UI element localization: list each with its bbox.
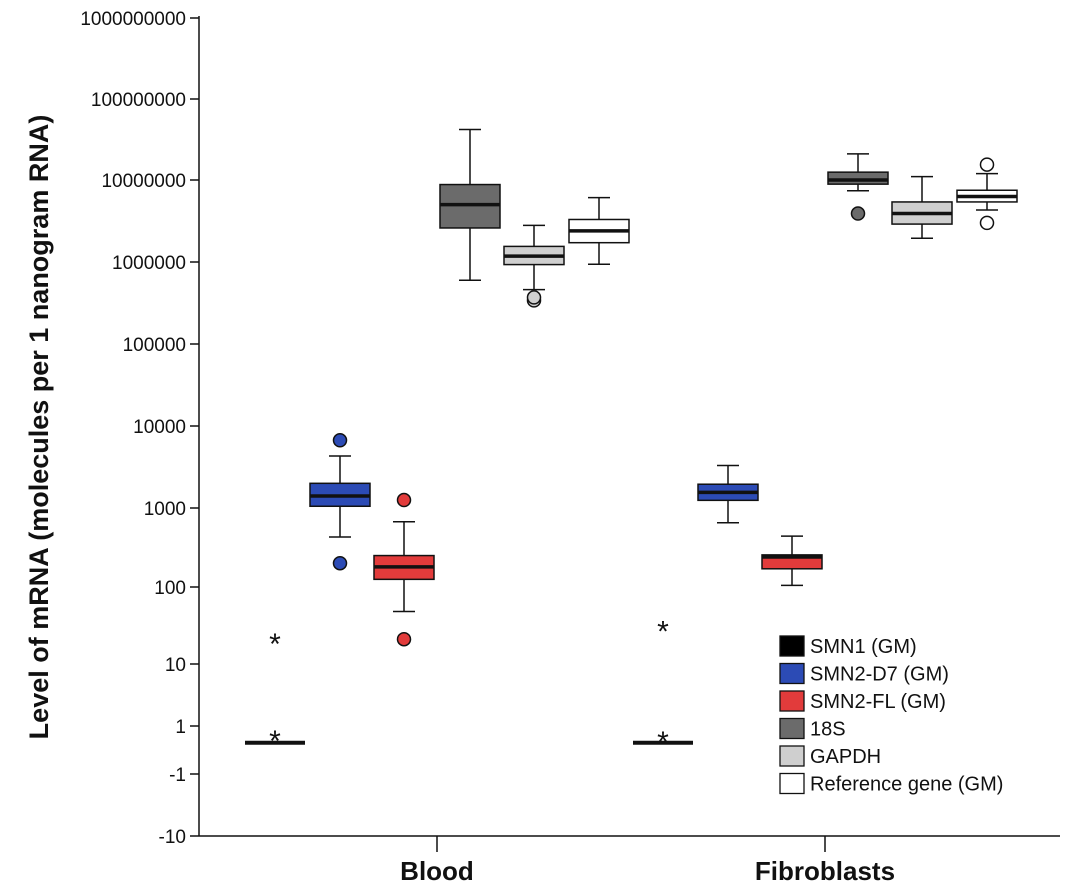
legend-label: SMN1 (GM): [810, 636, 917, 658]
legend-swatch: [779, 635, 805, 657]
legend-label: 18S: [810, 719, 846, 741]
box-fibroblasts-smn1-gm-: **: [633, 615, 693, 759]
legend-swatch: [779, 662, 805, 685]
axes: -10 -1 1 10 100 1000 10000 100000 1000000 1000000…: [80, 9, 1060, 886]
y-tick-label: 1: [175, 717, 186, 738]
boxes: ****: [245, 128, 1018, 759]
box-blood-smn2-fl-gm-: [373, 492, 435, 647]
x-category-label: Blood: [400, 856, 474, 886]
outlier-point: [332, 555, 348, 571]
box-fibroblasts-smn2-fl-gm-: [761, 535, 823, 587]
legend-item: SMN2-D7 (GM): [779, 662, 949, 686]
outlier-point: [396, 492, 412, 508]
outlier-point: [526, 290, 542, 305]
legend-item: SMN2-FL (GM): [779, 690, 946, 713]
outlier-star: *: [269, 628, 281, 661]
legend-label: SMN2-FL (GM): [810, 691, 946, 713]
outlier-point: [979, 215, 995, 231]
legend-swatch: [779, 717, 805, 740]
y-tick-label: 10000000: [101, 171, 186, 192]
box-fibroblasts-smn2-d7-gm-: [697, 464, 759, 524]
y-tick-label: 1000000: [112, 253, 186, 274]
legend-label: GAPDH: [810, 746, 881, 768]
legend-swatch: [779, 772, 805, 795]
outlier-point: [850, 206, 866, 221]
outlier-point: [332, 433, 348, 448]
outlier-star: *: [657, 615, 669, 648]
box-iqr: [827, 171, 889, 185]
box-blood-gapdh: [503, 224, 565, 308]
legend: SMN1 (GM) SMN2-D7 (GM) SMN2-FL (GM) 18S GAPD…: [779, 635, 1003, 796]
outlier-point: [396, 631, 412, 647]
legend-item: GAPDH: [779, 745, 881, 768]
y-axis-label: Level of mRNA (molecules per 1 nanogram …: [24, 115, 54, 740]
box-fibroblasts-gapdh: [891, 175, 953, 239]
y-tick-label: 1000: [144, 499, 186, 520]
box-blood-smn2-d7-gm-: [309, 433, 371, 571]
legend-item: SMN1 (GM): [779, 635, 917, 658]
legend-swatch: [779, 690, 805, 712]
legend-label: Reference gene (GM): [810, 774, 1003, 796]
y-tick-label: 100000: [123, 335, 186, 356]
outlier-star: *: [269, 725, 281, 758]
box-fibroblasts-18s: [827, 153, 889, 221]
y-tick-label: 100000000: [91, 90, 186, 111]
y-tick-label: 10: [165, 655, 186, 676]
y-tick-label: -10: [159, 827, 186, 848]
y-tick-label: -1: [169, 765, 186, 786]
x-category-label: Fibroblasts: [755, 856, 895, 886]
legend-swatch: [779, 745, 805, 767]
y-tick-label: 1000000000: [80, 9, 186, 30]
box-blood-smn1-gm-: **: [245, 628, 305, 758]
outlier-star: *: [657, 726, 669, 759]
box-fibroblasts-reference-gene-gm-: [956, 157, 1018, 231]
y-tick-label: 100: [154, 578, 186, 599]
outlier-point: [979, 157, 995, 172]
legend-label: SMN2-D7 (GM): [810, 664, 949, 686]
box-blood-18s: [439, 128, 501, 281]
legend-item: 18S: [779, 717, 846, 741]
box-blood-reference-gene-gm-: [568, 196, 630, 265]
legend-item: Reference gene (GM): [779, 772, 1003, 796]
y-tick-label: 10000: [133, 417, 186, 438]
